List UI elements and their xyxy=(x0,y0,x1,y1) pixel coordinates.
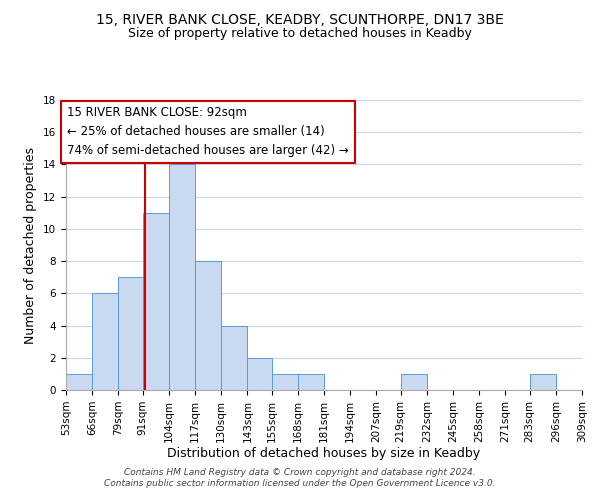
Bar xyxy=(195,261,221,390)
Bar xyxy=(221,326,247,390)
Bar xyxy=(298,374,324,390)
Bar xyxy=(401,374,427,390)
Text: 15, RIVER BANK CLOSE, KEADBY, SCUNTHORPE, DN17 3BE: 15, RIVER BANK CLOSE, KEADBY, SCUNTHORPE… xyxy=(96,12,504,26)
Bar xyxy=(169,164,195,390)
Bar xyxy=(66,374,92,390)
X-axis label: Distribution of detached houses by size in Keadby: Distribution of detached houses by size … xyxy=(167,448,481,460)
Bar xyxy=(247,358,272,390)
Bar xyxy=(92,294,118,390)
Bar xyxy=(272,374,298,390)
Bar xyxy=(143,213,169,390)
Text: 15 RIVER BANK CLOSE: 92sqm
← 25% of detached houses are smaller (14)
74% of semi: 15 RIVER BANK CLOSE: 92sqm ← 25% of deta… xyxy=(67,106,349,158)
Bar xyxy=(118,277,143,390)
Text: Size of property relative to detached houses in Keadby: Size of property relative to detached ho… xyxy=(128,28,472,40)
Text: Contains HM Land Registry data © Crown copyright and database right 2024.
Contai: Contains HM Land Registry data © Crown c… xyxy=(104,468,496,487)
Y-axis label: Number of detached properties: Number of detached properties xyxy=(25,146,37,344)
Bar xyxy=(530,374,556,390)
